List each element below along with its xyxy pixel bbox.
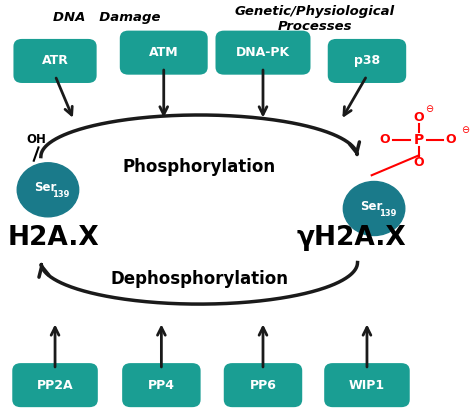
Text: Ser: Ser: [361, 200, 383, 213]
Text: DNA-PK: DNA-PK: [236, 46, 290, 59]
Text: WIP1: WIP1: [349, 379, 385, 392]
Text: H2A.X: H2A.X: [8, 225, 100, 251]
Text: DNA   Damage: DNA Damage: [53, 11, 161, 24]
Text: O: O: [446, 133, 456, 146]
FancyBboxPatch shape: [328, 39, 406, 83]
Text: Ser: Ser: [35, 181, 57, 194]
Text: PP4: PP4: [148, 379, 175, 392]
Text: Genetic/Physiological
Processes: Genetic/Physiological Processes: [235, 5, 395, 33]
Text: ATR: ATR: [42, 55, 68, 68]
Text: ⊖: ⊖: [461, 125, 469, 135]
Text: O: O: [414, 111, 424, 123]
FancyBboxPatch shape: [120, 30, 208, 75]
Text: PP2A: PP2A: [36, 379, 73, 392]
FancyBboxPatch shape: [324, 363, 410, 407]
Text: 139: 139: [53, 190, 70, 199]
Text: O: O: [414, 156, 424, 169]
FancyBboxPatch shape: [224, 363, 302, 407]
Text: O: O: [380, 133, 390, 146]
Text: Dephosphorylation: Dephosphorylation: [110, 270, 288, 288]
Text: ⊖: ⊖: [425, 104, 433, 114]
Text: OH: OH: [26, 133, 46, 146]
Circle shape: [17, 163, 79, 217]
Circle shape: [343, 181, 405, 236]
Text: 139: 139: [379, 209, 396, 218]
FancyBboxPatch shape: [12, 363, 98, 407]
Text: PP6: PP6: [249, 379, 276, 392]
Text: γH2A.X: γH2A.X: [296, 225, 406, 251]
Text: p38: p38: [354, 55, 380, 68]
FancyBboxPatch shape: [216, 30, 310, 75]
FancyBboxPatch shape: [122, 363, 201, 407]
FancyBboxPatch shape: [13, 39, 97, 83]
Text: ATM: ATM: [149, 46, 179, 59]
Text: Phosphorylation: Phosphorylation: [123, 158, 276, 176]
Text: P: P: [414, 133, 424, 147]
